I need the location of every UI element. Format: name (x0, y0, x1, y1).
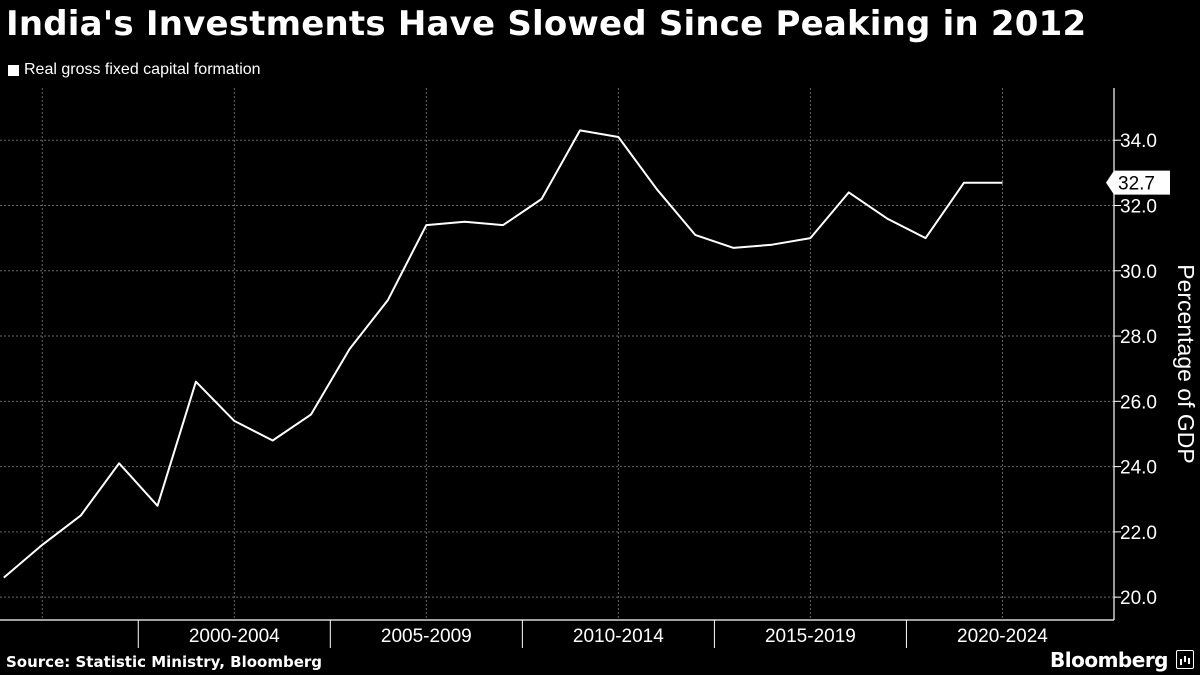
y-tick-label: 24.0 (1120, 458, 1157, 479)
source-note: Source: Statistic Ministry, Bloomberg (6, 653, 323, 671)
y-tick-label: 28.0 (1120, 327, 1157, 348)
last-value-label: 32.7 (1118, 174, 1155, 195)
legend-swatch-icon (8, 64, 19, 76)
legend: Real gross fixed capital formation (8, 61, 261, 79)
y-tick-label: 22.0 (1120, 523, 1157, 544)
y-axis-title: Percentage of GDP (1173, 264, 1199, 463)
x-group-label: 2010-2014 (573, 626, 664, 647)
x-group-label: 2020-2024 (957, 626, 1048, 647)
brand-wordmark: Bloomberg (1050, 648, 1168, 672)
y-tick-label: 26.0 (1120, 392, 1157, 413)
y-tick-label: 30.0 (1120, 262, 1157, 283)
y-tick-label: 34.0 (1120, 131, 1157, 152)
chart-icon (1176, 650, 1194, 669)
legend-label: Real gross fixed capital formation (24, 61, 261, 78)
chart-title: India's Investments Have Slowed Since Pe… (6, 4, 1087, 44)
y-tick-label: 32.0 (1120, 196, 1157, 217)
x-group-label: 2015-2019 (765, 626, 856, 647)
last-value-badge (1106, 170, 1170, 195)
x-group-label: 2005-2009 (381, 626, 472, 647)
y-tick-label: 20.0 (1120, 588, 1157, 609)
x-group-label: 2000-2004 (189, 626, 280, 647)
series-line (3, 129, 1003, 579)
